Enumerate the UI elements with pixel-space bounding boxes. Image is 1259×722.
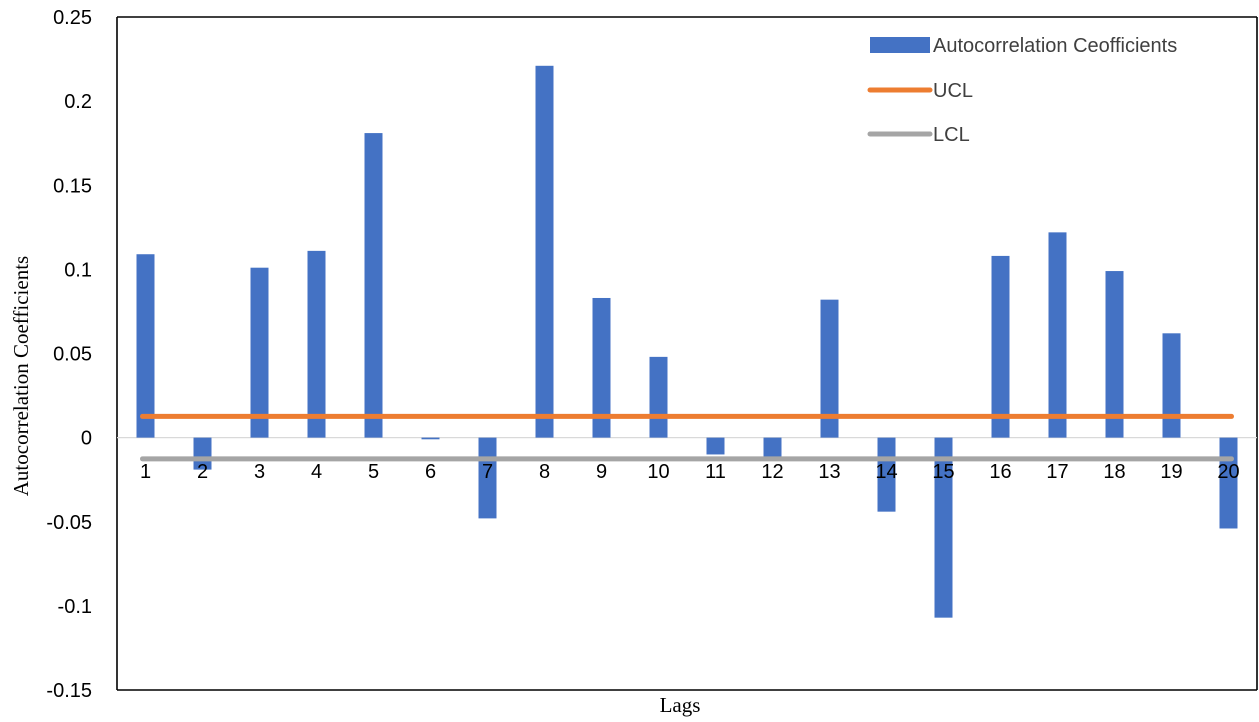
bar xyxy=(991,255,1010,438)
y-tick-label: 0.2 xyxy=(64,91,92,113)
y-tick-label: 0.15 xyxy=(53,175,92,197)
x-tick-label: 12 xyxy=(761,461,783,483)
x-tick-label: 18 xyxy=(1103,461,1125,483)
bar xyxy=(706,437,725,455)
x-tick-label: 3 xyxy=(254,461,265,483)
x-tick-label: 10 xyxy=(647,461,669,483)
bar xyxy=(136,254,155,438)
bar xyxy=(1162,333,1181,438)
x-tick-label: 16 xyxy=(989,461,1011,483)
x-tick-label: 1 xyxy=(140,461,151,483)
bar xyxy=(1219,437,1238,529)
control-limit-lines xyxy=(140,413,1234,462)
y-tick-label: -0.15 xyxy=(46,680,92,702)
legend-label: LCL xyxy=(933,124,970,146)
x-tick-label: 7 xyxy=(482,461,493,483)
x-tick-label: 20 xyxy=(1217,461,1239,483)
bar xyxy=(421,437,440,440)
bar xyxy=(535,65,554,438)
y-tick-label: -0.1 xyxy=(58,596,92,618)
y-tick-label: 0 xyxy=(81,428,92,450)
x-tick-label: 9 xyxy=(596,461,607,483)
x-tick-label: 8 xyxy=(539,461,550,483)
plot-frame xyxy=(116,16,1258,691)
x-tick-label: 13 xyxy=(818,461,840,483)
legend-swatch-bar xyxy=(870,37,930,53)
bar xyxy=(820,299,839,438)
bar xyxy=(763,437,782,460)
bar xyxy=(649,356,668,438)
y-tick-label: 0.05 xyxy=(53,344,92,366)
legend: Autocorrelation Ceofficients UCL LCL xyxy=(867,35,1177,146)
x-tick-label: 11 xyxy=(705,461,726,483)
y-axis-ticks: -0.15 -0.1 -0.05 0 0.05 0.1 0.15 0.2 0.25 xyxy=(46,7,92,702)
y-tick-label: 0.25 xyxy=(53,7,92,29)
x-tick-label: 17 xyxy=(1046,461,1068,483)
x-tick-label: 2 xyxy=(197,461,208,483)
bar xyxy=(1048,232,1067,438)
bar xyxy=(1105,271,1124,438)
x-tick-label: 6 xyxy=(425,461,436,483)
y-tick-label: -0.05 xyxy=(46,512,92,534)
bar xyxy=(934,437,953,618)
x-tick-label: 4 xyxy=(311,461,322,483)
x-tick-label: 19 xyxy=(1160,461,1182,483)
x-axis-ticks: 1 2 3 4 5 6 7 8 9 10 11 12 13 14 15 16 17 18 19 20 xyxy=(140,461,1240,483)
legend-label: Autocorrelation Ceofficients xyxy=(933,35,1177,57)
x-tick-label: 5 xyxy=(368,461,379,483)
bar xyxy=(364,133,383,438)
x-tick-label: 15 xyxy=(932,461,954,483)
y-axis-title: Autocorrelation Coefficients xyxy=(9,256,33,496)
bars xyxy=(136,65,1238,618)
legend-label: UCL xyxy=(933,80,973,102)
bar xyxy=(877,437,896,512)
x-tick-label: 14 xyxy=(875,461,897,483)
bar xyxy=(193,437,212,470)
bar xyxy=(592,297,611,438)
bar xyxy=(307,250,326,438)
bar xyxy=(250,267,269,438)
y-tick-label: 0.1 xyxy=(64,259,92,281)
x-axis-title: Lags xyxy=(660,693,701,717)
